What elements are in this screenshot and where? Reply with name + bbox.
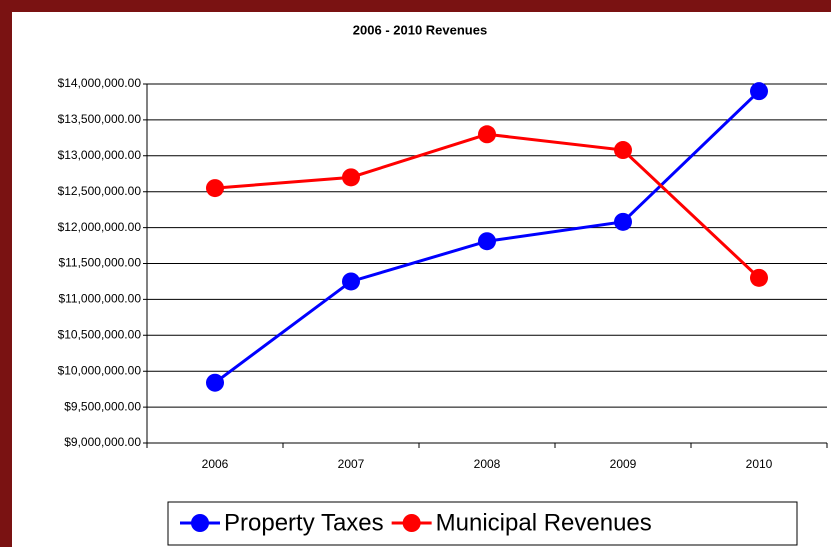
x-tick-label: 2009 [610, 457, 637, 471]
data-point [478, 232, 496, 251]
y-tick-label: $10,500,000.00 [58, 327, 142, 341]
data-point [478, 125, 496, 144]
y-tick-label: $13,500,000.00 [58, 112, 142, 126]
legend [167, 501, 798, 546]
x-tick-label: 2008 [474, 457, 501, 471]
data-point [750, 82, 768, 101]
x-tick-label: 2007 [338, 457, 365, 471]
y-tick-label: $13,000,000.00 [58, 148, 142, 162]
data-point [342, 272, 360, 291]
y-tick-label: $12,500,000.00 [58, 184, 142, 198]
legend-swatch [402, 514, 421, 532]
chart-title: 2006 - 2010 Revenues [353, 22, 487, 37]
y-tick-label: $10,000,000.00 [58, 363, 142, 377]
legend-label: Property Taxes [224, 509, 384, 536]
y-tick-label: $9,000,000.00 [64, 435, 141, 449]
legend-label: Municipal Revenues [436, 509, 652, 536]
y-tick-label: $9,500,000.00 [64, 399, 141, 413]
y-tick-label: $14,000,000.00 [58, 76, 142, 90]
chart-area [12, 12, 831, 547]
y-tick-label: $11,000,000.00 [58, 292, 141, 306]
y-tick-label: $11,500,000.00 [58, 256, 141, 270]
legend-swatch [191, 514, 209, 532]
x-tick-label: 2010 [746, 457, 773, 471]
y-tick-label: $12,000,000.00 [58, 220, 142, 234]
data-point [750, 268, 768, 287]
data-point [614, 141, 632, 160]
data-point [614, 212, 632, 231]
data-point [206, 179, 224, 198]
data-point [206, 373, 224, 392]
x-tick-label: 2006 [202, 457, 229, 471]
data-point [342, 168, 360, 187]
